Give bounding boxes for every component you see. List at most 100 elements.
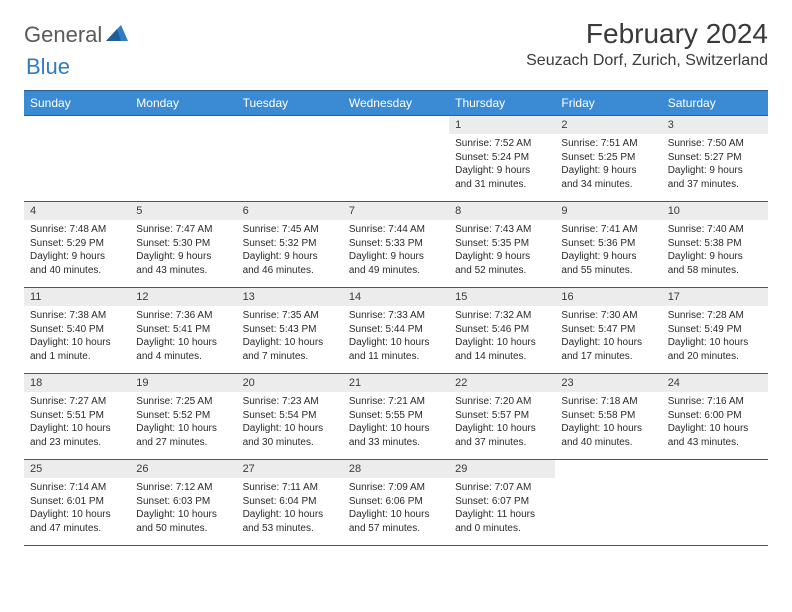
day-details: Sunrise: 7:43 AMSunset: 5:35 PMDaylight:… [449,220,555,283]
day-details: Sunrise: 7:14 AMSunset: 6:01 PMDaylight:… [24,478,130,541]
day-number: 5 [130,202,236,220]
day-number: 13 [237,288,343,306]
day-cell [343,116,449,202]
day-cell: 16Sunrise: 7:30 AMSunset: 5:47 PMDayligh… [555,288,661,374]
day-details: Sunrise: 7:48 AMSunset: 5:29 PMDaylight:… [24,220,130,283]
week-row: 25Sunrise: 7:14 AMSunset: 6:01 PMDayligh… [24,460,768,546]
day-details: Sunrise: 7:23 AMSunset: 5:54 PMDaylight:… [237,392,343,455]
day-cell [237,116,343,202]
day-details: Sunrise: 7:09 AMSunset: 6:06 PMDaylight:… [343,478,449,541]
day-number: 23 [555,374,661,392]
day-cell: 6Sunrise: 7:45 AMSunset: 5:32 PMDaylight… [237,202,343,288]
day-cell: 25Sunrise: 7:14 AMSunset: 6:01 PMDayligh… [24,460,130,546]
day-number: 3 [662,116,768,134]
day-header: Thursday [449,91,555,116]
day-details: Sunrise: 7:30 AMSunset: 5:47 PMDaylight:… [555,306,661,369]
day-header-row: Sunday Monday Tuesday Wednesday Thursday… [24,91,768,116]
day-number: 24 [662,374,768,392]
day-details: Sunrise: 7:44 AMSunset: 5:33 PMDaylight:… [343,220,449,283]
day-cell: 17Sunrise: 7:28 AMSunset: 5:49 PMDayligh… [662,288,768,374]
day-details: Sunrise: 7:12 AMSunset: 6:03 PMDaylight:… [130,478,236,541]
day-cell: 1Sunrise: 7:52 AMSunset: 5:24 PMDaylight… [449,116,555,202]
month-title: February 2024 [526,18,768,50]
day-number: 18 [24,374,130,392]
logo-text-general: General [24,22,102,48]
day-cell: 21Sunrise: 7:21 AMSunset: 5:55 PMDayligh… [343,374,449,460]
logo: General [24,18,130,48]
week-row: 11Sunrise: 7:38 AMSunset: 5:40 PMDayligh… [24,288,768,374]
day-cell: 11Sunrise: 7:38 AMSunset: 5:40 PMDayligh… [24,288,130,374]
day-details: Sunrise: 7:40 AMSunset: 5:38 PMDaylight:… [662,220,768,283]
day-number: 2 [555,116,661,134]
day-details: Sunrise: 7:38 AMSunset: 5:40 PMDaylight:… [24,306,130,369]
day-details: Sunrise: 7:20 AMSunset: 5:57 PMDaylight:… [449,392,555,455]
day-details: Sunrise: 7:28 AMSunset: 5:49 PMDaylight:… [662,306,768,369]
day-cell: 29Sunrise: 7:07 AMSunset: 6:07 PMDayligh… [449,460,555,546]
day-details: Sunrise: 7:45 AMSunset: 5:32 PMDaylight:… [237,220,343,283]
day-details: Sunrise: 7:33 AMSunset: 5:44 PMDaylight:… [343,306,449,369]
day-number: 21 [343,374,449,392]
day-number: 6 [237,202,343,220]
day-details: Sunrise: 7:11 AMSunset: 6:04 PMDaylight:… [237,478,343,541]
week-row: 4Sunrise: 7:48 AMSunset: 5:29 PMDaylight… [24,202,768,288]
day-number: 14 [343,288,449,306]
day-cell: 14Sunrise: 7:33 AMSunset: 5:44 PMDayligh… [343,288,449,374]
day-cell: 2Sunrise: 7:51 AMSunset: 5:25 PMDaylight… [555,116,661,202]
day-header: Sunday [24,91,130,116]
day-cell: 5Sunrise: 7:47 AMSunset: 5:30 PMDaylight… [130,202,236,288]
day-cell: 7Sunrise: 7:44 AMSunset: 5:33 PMDaylight… [343,202,449,288]
day-number: 1 [449,116,555,134]
day-number: 27 [237,460,343,478]
day-cell: 13Sunrise: 7:35 AMSunset: 5:43 PMDayligh… [237,288,343,374]
day-details: Sunrise: 7:35 AMSunset: 5:43 PMDaylight:… [237,306,343,369]
day-cell: 3Sunrise: 7:50 AMSunset: 5:27 PMDaylight… [662,116,768,202]
day-cell: 26Sunrise: 7:12 AMSunset: 6:03 PMDayligh… [130,460,236,546]
day-header: Saturday [662,91,768,116]
day-details: Sunrise: 7:52 AMSunset: 5:24 PMDaylight:… [449,134,555,197]
week-row: 1Sunrise: 7:52 AMSunset: 5:24 PMDaylight… [24,116,768,202]
location-text: Seuzach Dorf, Zurich, Switzerland [526,52,768,70]
day-cell: 15Sunrise: 7:32 AMSunset: 5:46 PMDayligh… [449,288,555,374]
day-cell: 20Sunrise: 7:23 AMSunset: 5:54 PMDayligh… [237,374,343,460]
day-cell: 27Sunrise: 7:11 AMSunset: 6:04 PMDayligh… [237,460,343,546]
logo-text-blue: Blue [26,54,70,79]
day-details: Sunrise: 7:25 AMSunset: 5:52 PMDaylight:… [130,392,236,455]
day-number: 9 [555,202,661,220]
day-header: Friday [555,91,661,116]
day-details: Sunrise: 7:51 AMSunset: 5:25 PMDaylight:… [555,134,661,197]
day-header: Monday [130,91,236,116]
day-details: Sunrise: 7:47 AMSunset: 5:30 PMDaylight:… [130,220,236,283]
day-number: 7 [343,202,449,220]
day-cell [130,116,236,202]
day-cell: 12Sunrise: 7:36 AMSunset: 5:41 PMDayligh… [130,288,236,374]
day-number: 25 [24,460,130,478]
day-cell: 24Sunrise: 7:16 AMSunset: 6:00 PMDayligh… [662,374,768,460]
day-details: Sunrise: 7:32 AMSunset: 5:46 PMDaylight:… [449,306,555,369]
day-cell: 9Sunrise: 7:41 AMSunset: 5:36 PMDaylight… [555,202,661,288]
day-cell: 4Sunrise: 7:48 AMSunset: 5:29 PMDaylight… [24,202,130,288]
day-header: Tuesday [237,91,343,116]
day-details: Sunrise: 7:36 AMSunset: 5:41 PMDaylight:… [130,306,236,369]
day-number: 4 [24,202,130,220]
day-cell: 28Sunrise: 7:09 AMSunset: 6:06 PMDayligh… [343,460,449,546]
day-cell: 23Sunrise: 7:18 AMSunset: 5:58 PMDayligh… [555,374,661,460]
day-details: Sunrise: 7:07 AMSunset: 6:07 PMDaylight:… [449,478,555,541]
day-number: 8 [449,202,555,220]
logo-triangle-icon [106,25,128,46]
title-block: February 2024 Seuzach Dorf, Zurich, Swit… [526,18,768,70]
day-cell [662,460,768,546]
week-row: 18Sunrise: 7:27 AMSunset: 5:51 PMDayligh… [24,374,768,460]
day-details: Sunrise: 7:27 AMSunset: 5:51 PMDaylight:… [24,392,130,455]
day-number: 28 [343,460,449,478]
day-number: 15 [449,288,555,306]
day-number: 22 [449,374,555,392]
day-number: 11 [24,288,130,306]
day-number: 19 [130,374,236,392]
day-cell: 18Sunrise: 7:27 AMSunset: 5:51 PMDayligh… [24,374,130,460]
day-cell [24,116,130,202]
day-cell: 19Sunrise: 7:25 AMSunset: 5:52 PMDayligh… [130,374,236,460]
day-details: Sunrise: 7:41 AMSunset: 5:36 PMDaylight:… [555,220,661,283]
day-header: Wednesday [343,91,449,116]
day-cell [555,460,661,546]
day-number: 26 [130,460,236,478]
